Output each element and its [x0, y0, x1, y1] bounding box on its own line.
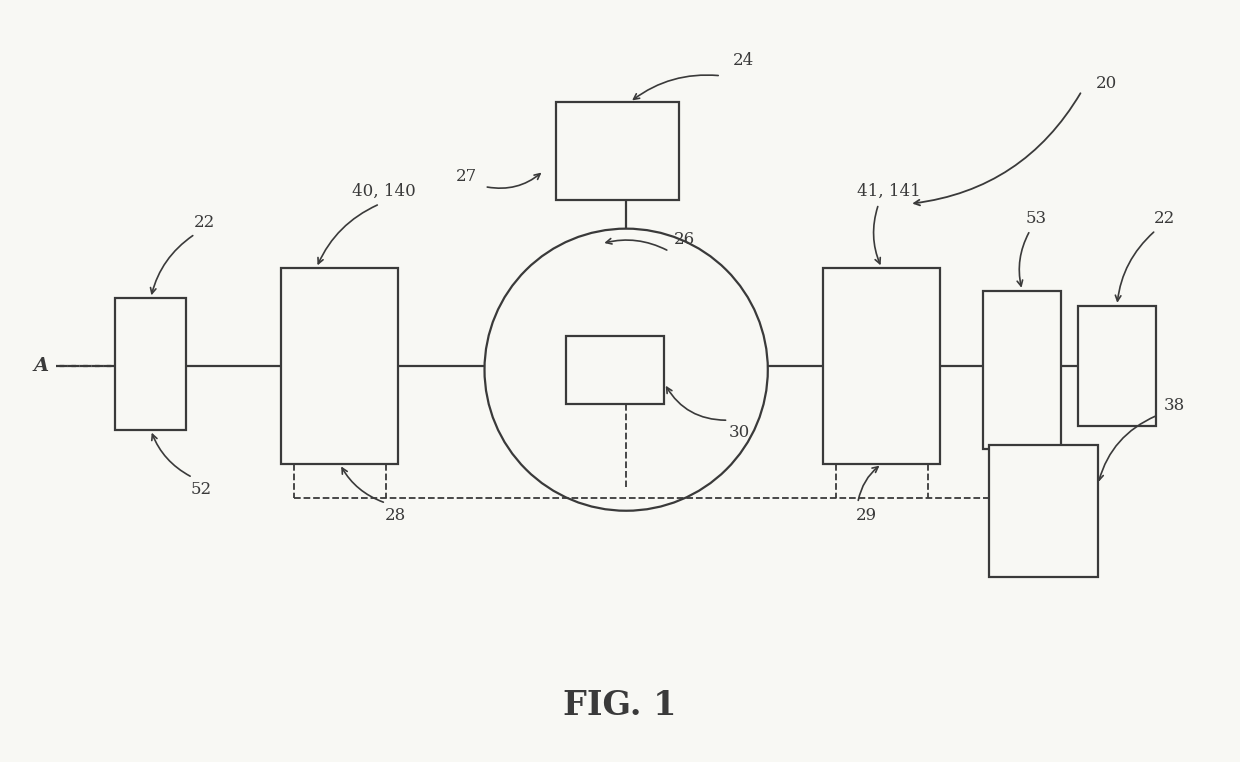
- Text: 27: 27: [455, 168, 476, 184]
- Text: A: A: [33, 357, 48, 375]
- Text: 40, 140: 40, 140: [352, 183, 415, 200]
- Bar: [115, 298, 186, 430]
- Text: 20: 20: [1096, 75, 1117, 91]
- Text: 22: 22: [1153, 210, 1176, 228]
- Text: 29: 29: [856, 507, 877, 523]
- Text: FIG. 1: FIG. 1: [563, 689, 677, 722]
- Bar: [983, 290, 1061, 449]
- Text: 30: 30: [729, 424, 750, 440]
- Text: 38: 38: [1163, 396, 1185, 414]
- Text: 24: 24: [733, 52, 754, 69]
- Bar: [281, 268, 398, 464]
- Bar: [1078, 306, 1156, 426]
- Bar: [565, 336, 665, 404]
- Text: 26: 26: [673, 231, 694, 248]
- Text: 28: 28: [386, 507, 407, 523]
- Ellipse shape: [485, 229, 768, 511]
- Bar: [556, 102, 680, 200]
- Text: 22: 22: [195, 214, 216, 231]
- Text: 53: 53: [1025, 210, 1047, 228]
- Bar: [990, 445, 1097, 577]
- Text: 41, 141: 41, 141: [857, 183, 920, 200]
- Text: 52: 52: [191, 481, 212, 498]
- Bar: [823, 268, 940, 464]
